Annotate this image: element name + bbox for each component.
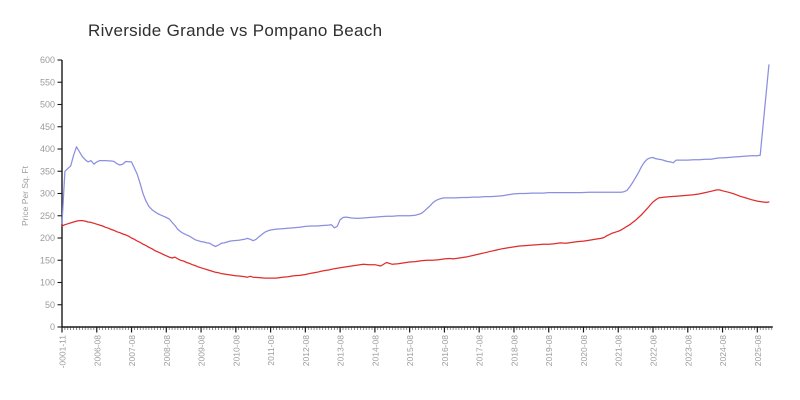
x-tick-label: 2022-08 (649, 335, 659, 366)
x-tick-label: 2017-08 (475, 335, 485, 366)
x-tick-label: 2025-08 (753, 335, 763, 366)
x-tick-label: -0001-11 (58, 335, 68, 369)
y-tick-label: 200 (40, 233, 55, 243)
y-tick-label: 600 (40, 55, 55, 65)
x-tick-label: 2012-08 (301, 335, 311, 366)
x-tick-label: 2014-08 (370, 335, 380, 366)
x-tick-label: 2024-08 (718, 335, 728, 366)
y-tick-label: 50 (45, 300, 55, 310)
y-tick-label: 250 (40, 211, 55, 221)
x-tick-label: 2019-08 (544, 335, 554, 366)
y-tick-label: 0 (50, 322, 55, 332)
series-line-riverside-grande (61, 64, 770, 248)
x-tick-label: 2016-08 (440, 335, 450, 366)
x-tick-label: 2023-08 (683, 335, 693, 366)
x-tick-label: 2009-08 (197, 335, 207, 366)
x-tick-label: 2010-08 (231, 335, 241, 366)
y-tick-label: 150 (40, 255, 55, 265)
y-tick-label: 400 (40, 144, 55, 154)
y-tick-label: 450 (40, 122, 55, 132)
y-tick-label: 350 (40, 166, 55, 176)
y-tick-label: 550 (40, 77, 55, 87)
x-tick-label: 2018-08 (509, 335, 519, 366)
x-tick-label: 2015-08 (405, 335, 415, 366)
y-tick-label: 100 (40, 278, 55, 288)
x-tick-label: 2006-08 (92, 335, 102, 366)
x-tick-label: 2013-08 (336, 335, 346, 366)
y-axis-label: Price Per Sq. Ft (20, 165, 30, 226)
x-tick-label: 2020-08 (579, 335, 589, 366)
chart-title: Riverside Grande vs Pompano Beach (88, 21, 383, 40)
x-tick-label: 2007-08 (127, 335, 137, 366)
axes (61, 60, 773, 328)
x-tick-label: 2021-08 (614, 335, 624, 366)
y-tick-label: 300 (40, 189, 55, 199)
y-tick-label: 500 (40, 100, 55, 110)
series-line-pompano-beach (61, 189, 770, 279)
x-tick-label: 2011-08 (266, 335, 276, 366)
x-tick-label: 2008-08 (162, 335, 172, 366)
